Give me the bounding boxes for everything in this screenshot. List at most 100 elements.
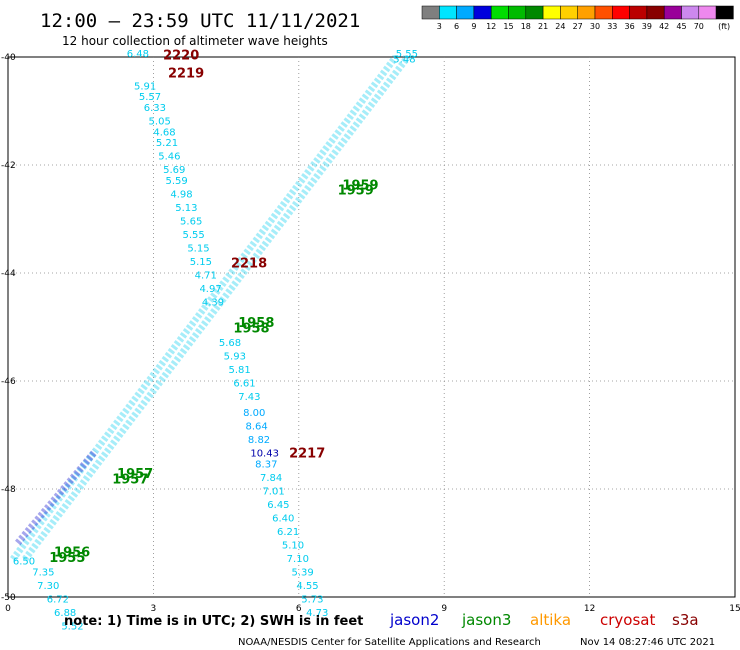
x-tick-label: 6 (296, 604, 302, 614)
time-label: 2218 (231, 257, 267, 272)
colorbar-label: 39 (642, 22, 652, 31)
data-marks: 6.48 5.915.576.33 5.054.685.21 5.46 5.695.59… (13, 49, 418, 633)
colorbar-unit: (ft) (718, 22, 730, 31)
data-point-label: 8.37 (255, 459, 277, 470)
gridlines (8, 57, 735, 597)
colorbar-swatch (629, 5, 648, 20)
legend-item-s3a: s3a (672, 611, 699, 629)
colorbar-label: 12 (486, 22, 496, 31)
data-point-label: 8.00 (243, 408, 265, 419)
satellite-tracks (10, 54, 411, 562)
colorbar-swatch (473, 5, 492, 20)
colorbar-swatch (681, 5, 700, 20)
data-point-label: 5.05 (149, 117, 171, 128)
y-tick-label: -44 (1, 269, 16, 279)
data-point-label: 5.57 (139, 92, 161, 103)
data-point-label: 5.65 (180, 216, 202, 227)
data-point-label: 7.30 (37, 581, 59, 592)
data-point-label: 5.39 (292, 567, 314, 578)
colorbar-swatch (612, 5, 630, 20)
colorbar-label: 36 (625, 22, 635, 31)
colorbar-label: 15 (503, 22, 513, 31)
data-point-label: 6.72 (47, 594, 69, 605)
data-point-label: 4.98 (170, 189, 192, 200)
colorbar-label: 27 (573, 22, 583, 31)
time-label: 1959 (342, 178, 378, 193)
data-point-label: 5.48 (393, 54, 415, 65)
data-point-label: 5.93 (224, 351, 246, 362)
data-point-label: 4.55 (296, 581, 318, 592)
data-point-label: 6.61 (233, 378, 255, 389)
data-point-label: 5.15 (187, 243, 209, 254)
time-label: 1957 (112, 473, 148, 488)
time-label: 1956 (54, 546, 90, 561)
footer-timestamp: Nov 14 08:27:46 UTC 2021 (580, 637, 715, 648)
y-tick-label: -50 (1, 593, 16, 603)
data-point-label: 6.50 (13, 557, 35, 568)
data-point-label: 5.59 (166, 176, 188, 187)
colorbar-swatch (560, 5, 578, 20)
data-point-label: 5.91 (134, 81, 156, 92)
colorbar-swatch (663, 5, 682, 20)
colorbar-label: 24 (555, 22, 565, 31)
x-axis-ticks: 0 3 6 9 12 15 (5, 604, 740, 614)
colorbar-swatch (439, 5, 457, 20)
colorbar-swatch (456, 5, 475, 20)
colorbar-swatch (594, 5, 613, 20)
page-title: 12:00 — 23:59 UTC 11/11/2021 (40, 10, 360, 32)
track-band (22, 54, 411, 562)
y-tick-label: -40 (1, 53, 16, 63)
time-label: 1957 (117, 467, 153, 482)
colorbar: 3 6 9 12 15 18 21 24 27 30 33 36 39 42 45 70 (ft) (421, 5, 734, 31)
data-point-label: 7.43 (238, 392, 260, 403)
data-point-label: 5.46 (158, 152, 180, 163)
data-point-label: 4.97 (199, 284, 221, 295)
colorbar-label: 6 (454, 22, 459, 31)
page-subtitle: 12 hour collection of altimeter wave hei… (62, 34, 328, 48)
plot-area: 0 3 6 9 12 15 -40 -42 -44 -46 -48 -50 6.48 5.915.57… (1, 49, 740, 633)
time-label: 1959 (338, 184, 374, 199)
data-point-label: 5.15 (190, 257, 212, 268)
legend-item-jason3: jason3 (461, 611, 511, 629)
data-point-label: 5.81 (229, 365, 251, 376)
data-point-label: 6.33 (144, 103, 166, 114)
data-point-label: 5.55 (182, 230, 204, 241)
y-tick-label: -42 (1, 161, 16, 171)
x-tick-label: 0 (5, 604, 11, 614)
colorbar-label: 3 (437, 22, 442, 31)
data-point-label: 10.43 (250, 449, 279, 460)
header: 12:00 — 23:59 UTC 11/11/2021 12 hour col… (40, 10, 360, 48)
colorbar-label: 21 (538, 22, 548, 31)
data-point-label: 5.73 (301, 594, 323, 605)
x-tick-label: 9 (441, 604, 447, 614)
data-point-label: 4.39 (202, 297, 224, 308)
time-label: 2220 (163, 49, 199, 64)
footer-note: note: 1) Time is in UTC; 2) SWH is in fe… (64, 614, 363, 629)
colorbar-swatch (542, 5, 561, 20)
legend-item-jason2: jason2 (389, 611, 439, 629)
data-point-label: 4.68 (153, 127, 175, 138)
data-point-label: 6.40 (272, 513, 294, 524)
data-point-label: 4.73 (306, 608, 328, 619)
data-point-label: 5.10 (282, 540, 304, 551)
data-point-label: 6.45 (267, 500, 289, 511)
data-point-label: 5.68 (219, 338, 241, 349)
y-tick-label: -46 (1, 377, 16, 387)
data-point-label: 8.82 (248, 435, 270, 446)
track-band (10, 54, 399, 562)
data-point-label: 7.10 (287, 554, 309, 565)
x-tick-label: 3 (151, 604, 157, 614)
colorbar-swatch (698, 5, 717, 20)
colorbar-label: 18 (521, 22, 531, 31)
data-point-label: 5.13 (175, 203, 197, 214)
y-axis-ticks: -40 -42 -44 -46 -48 -50 (1, 53, 16, 603)
data-point-label: 5.69 (163, 165, 185, 176)
plot-frame (7, 56, 736, 598)
colorbar-label: 45 (676, 22, 686, 31)
data-point-label: 7.35 (32, 567, 54, 578)
colorbar-swatch (646, 5, 665, 20)
legend: jason2 jason3 altika cryosat s3a (389, 611, 699, 629)
footer-credit: NOAA/NESDIS Center for Satellite Applica… (238, 637, 541, 648)
data-point-label: 8.64 (245, 422, 267, 433)
